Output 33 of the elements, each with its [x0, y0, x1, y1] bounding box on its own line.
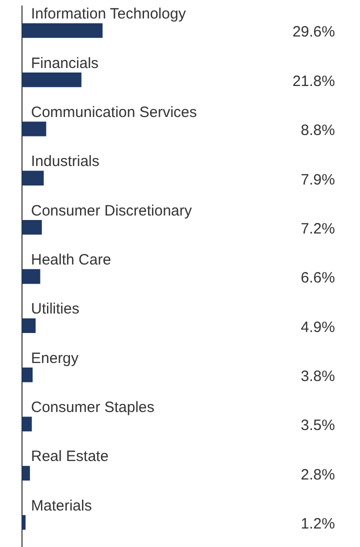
- data-label: 3.8%: [300, 368, 335, 386]
- data-label: 4.9%: [300, 318, 335, 336]
- data-label: 3.5%: [300, 417, 335, 434]
- data-label: 6.6%: [300, 270, 335, 287]
- y-tick-label: Real Estate: [31, 448, 109, 466]
- y-tick-label: Industrials: [31, 153, 100, 170]
- data-label: 7.2%: [300, 220, 335, 238]
- y-tick-label: Consumer Staples: [31, 399, 154, 416]
- bar: [22, 72, 82, 88]
- bar: [22, 368, 33, 382]
- bar: [22, 318, 36, 334]
- bar: [22, 416, 32, 432]
- y-tick-label: Energy: [31, 350, 80, 367]
- y-tick-label: Consumer Discretionary: [31, 202, 192, 220]
- bar: [22, 269, 40, 284]
- y-tick-label: Financials: [31, 54, 99, 72]
- y-tick-label: Information Technology: [31, 6, 186, 23]
- bar: [22, 466, 30, 481]
- data-label: 8.8%: [300, 122, 335, 140]
- bar: [22, 122, 46, 136]
- bar: [22, 515, 26, 530]
- bar: [22, 220, 42, 235]
- y-tick-label: Health Care: [31, 252, 112, 268]
- data-label: 1.2%: [300, 516, 335, 533]
- data-label: 2.8%: [300, 466, 335, 484]
- data-label: 29.6%: [292, 24, 335, 41]
- y-tick-label: Utilities: [31, 300, 80, 318]
- bar: [22, 23, 103, 38]
- y-tick-label: Communication Services: [31, 104, 197, 121]
- data-label: 21.8%: [292, 72, 335, 90]
- bar: [22, 170, 44, 186]
- data-label: 7.9%: [300, 171, 335, 188]
- y-tick-label: Materials: [31, 497, 92, 514]
